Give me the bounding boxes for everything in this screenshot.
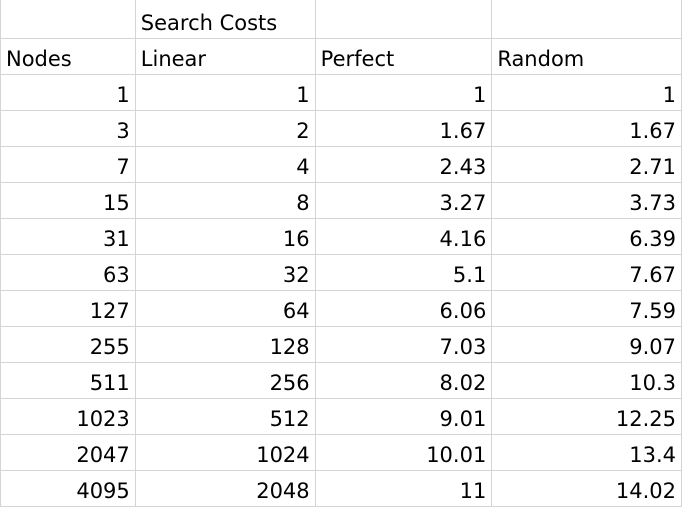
cell[interactable]: 10.01 — [314, 433, 493, 471]
cell[interactable]: 7.59 — [491, 289, 682, 327]
cell[interactable]: 8 — [134, 181, 316, 219]
cell[interactable]: 511 — [0, 361, 136, 399]
search-costs-table: Search Costs Nodes Linear Perfect Random… — [0, 0, 682, 507]
cell[interactable]: 12.25 — [491, 397, 682, 435]
cell[interactable]: 13.4 — [491, 433, 682, 471]
cell[interactable]: 15 — [0, 181, 136, 219]
cell[interactable]: 7.67 — [491, 253, 682, 291]
cell[interactable]: Search Costs — [134, 0, 316, 39]
cell[interactable]: 1024 — [134, 433, 316, 471]
cell[interactable]: 6.06 — [314, 289, 493, 327]
table-row: 15 8 3.27 3.73 — [0, 181, 682, 219]
cell[interactable] — [314, 0, 493, 39]
cell[interactable] — [0, 0, 136, 39]
column-header-nodes[interactable]: Nodes — [0, 37, 136, 75]
cell[interactable] — [491, 0, 682, 39]
cell[interactable]: 32 — [134, 253, 316, 291]
table-row: 4095 2048 11 14.02 — [0, 469, 682, 507]
cell[interactable]: 256 — [134, 361, 316, 399]
cell[interactable]: 7 — [0, 145, 136, 183]
column-header-perfect[interactable]: Perfect — [314, 37, 493, 75]
cell[interactable]: 4.16 — [314, 217, 493, 255]
table-row: 3 2 1.67 1.67 — [0, 109, 682, 147]
table-row: Search Costs — [0, 0, 682, 39]
table-row: 511 256 8.02 10.3 — [0, 361, 682, 399]
cell[interactable]: 63 — [0, 253, 136, 291]
cell[interactable]: 1 — [491, 73, 682, 111]
cell[interactable]: 2.43 — [314, 145, 493, 183]
cell[interactable]: 4 — [134, 145, 316, 183]
cell[interactable]: 3.27 — [314, 181, 493, 219]
cell[interactable]: 31 — [0, 217, 136, 255]
cell[interactable]: 11 — [314, 469, 493, 507]
cell[interactable]: 255 — [0, 325, 136, 363]
table-row: 2047 1024 10.01 13.4 — [0, 433, 682, 471]
table-row: 127 64 6.06 7.59 — [0, 289, 682, 327]
cell[interactable]: 10.3 — [491, 361, 682, 399]
cell[interactable]: 1023 — [0, 397, 136, 435]
column-header-random[interactable]: Random — [491, 37, 682, 75]
cell[interactable]: 128 — [134, 325, 316, 363]
table-row: Nodes Linear Perfect Random — [0, 37, 682, 75]
table-row: 7 4 2.43 2.71 — [0, 145, 682, 183]
cell[interactable]: 1.67 — [314, 109, 493, 147]
cell[interactable]: 2048 — [134, 469, 316, 507]
cell[interactable]: 9.07 — [491, 325, 682, 363]
cell[interactable]: 3 — [0, 109, 136, 147]
cell[interactable]: 1 — [134, 73, 316, 111]
cell[interactable]: 4095 — [0, 469, 136, 507]
table-row: 255 128 7.03 9.07 — [0, 325, 682, 363]
table-row: 63 32 5.1 7.67 — [0, 253, 682, 291]
cell[interactable]: 127 — [0, 289, 136, 327]
cell[interactable]: 1.67 — [491, 109, 682, 147]
cell[interactable]: 512 — [134, 397, 316, 435]
cell[interactable]: 8.02 — [314, 361, 493, 399]
cell[interactable]: 2.71 — [491, 145, 682, 183]
cell[interactable]: 2 — [134, 109, 316, 147]
cell[interactable]: 1 — [314, 73, 493, 111]
table-row: 31 16 4.16 6.39 — [0, 217, 682, 255]
cell[interactable]: 14.02 — [491, 469, 682, 507]
cell[interactable]: 7.03 — [314, 325, 493, 363]
cell[interactable]: 16 — [134, 217, 316, 255]
cell[interactable]: 64 — [134, 289, 316, 327]
cell[interactable]: 2047 — [0, 433, 136, 471]
cell[interactable]: 9.01 — [314, 397, 493, 435]
column-header-linear[interactable]: Linear — [134, 37, 316, 75]
cell[interactable]: 6.39 — [491, 217, 682, 255]
cell[interactable]: 5.1 — [314, 253, 493, 291]
cell[interactable]: 1 — [0, 73, 136, 111]
cell[interactable]: 3.73 — [491, 181, 682, 219]
table-row: 1023 512 9.01 12.25 — [0, 397, 682, 435]
